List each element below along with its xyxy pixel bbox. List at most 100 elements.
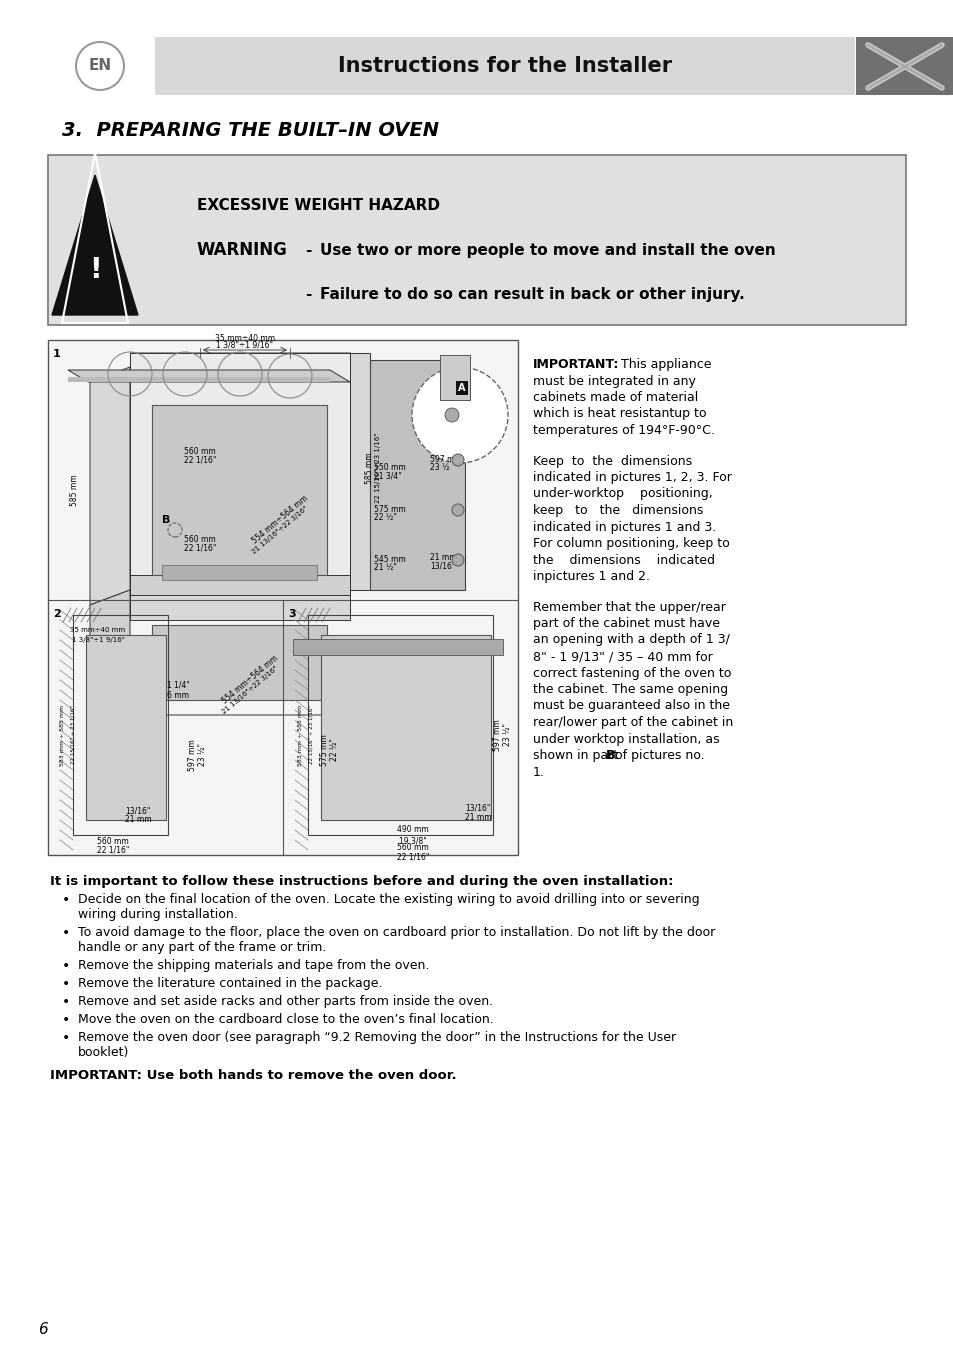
- Text: 1: 1: [53, 350, 61, 359]
- Text: 575 mm: 575 mm: [320, 734, 329, 765]
- Text: keep   to   the   dimensions: keep to the dimensions: [533, 504, 702, 517]
- Text: 1 3/8"÷1 9/16": 1 3/8"÷1 9/16": [216, 342, 274, 350]
- Text: •: •: [62, 926, 71, 940]
- Bar: [350, 352, 370, 590]
- Polygon shape: [90, 367, 130, 605]
- Text: !: !: [89, 256, 101, 284]
- Text: 22 15/16" ÷ 23 1/16": 22 15/16" ÷ 23 1/16": [71, 706, 75, 764]
- Bar: [293, 639, 502, 655]
- Text: 585 mm: 585 mm: [365, 452, 374, 483]
- Bar: [154, 36, 854, 95]
- Text: •: •: [62, 892, 71, 907]
- Text: •: •: [62, 1031, 71, 1045]
- Text: Remove the oven door (see paragraph “9.2 Removing the door” in the Instructions : Remove the oven door (see paragraph “9.2…: [78, 1031, 676, 1044]
- Text: 13/16": 13/16": [430, 562, 455, 571]
- Text: 583 mm ÷ 585 mm: 583 mm ÷ 585 mm: [60, 705, 66, 765]
- Bar: [48, 155, 905, 325]
- Text: Remove the literature contained in the package.: Remove the literature contained in the p…: [78, 977, 382, 990]
- Bar: [855, 36, 953, 95]
- Text: 6 mm: 6 mm: [167, 690, 189, 699]
- Bar: [130, 575, 350, 595]
- Text: 3: 3: [288, 609, 295, 620]
- Text: 21 13/16"÷22 3/16": 21 13/16"÷22 3/16": [221, 666, 278, 716]
- Text: 22 15/16" ÷ 23 1/16": 22 15/16" ÷ 23 1/16": [308, 706, 314, 764]
- Polygon shape: [68, 377, 330, 382]
- Text: indicated in pictures 1 and 3.: indicated in pictures 1 and 3.: [533, 521, 716, 533]
- Circle shape: [444, 408, 458, 423]
- Text: shown in part: shown in part: [533, 749, 621, 761]
- Text: IMPORTANT:: IMPORTANT:: [533, 358, 618, 371]
- Text: 21 mm: 21 mm: [430, 554, 456, 563]
- Circle shape: [412, 367, 507, 463]
- Polygon shape: [52, 176, 138, 315]
- Text: inpictures 1 and 2.: inpictures 1 and 2.: [533, 570, 649, 583]
- Bar: [152, 405, 327, 575]
- Text: 490 mm: 490 mm: [396, 825, 429, 834]
- Text: part of the cabinet must have: part of the cabinet must have: [533, 617, 720, 630]
- Text: EXCESSIVE WEIGHT HAZARD: EXCESSIVE WEIGHT HAZARD: [196, 197, 439, 212]
- Text: 545 mm: 545 mm: [374, 555, 405, 564]
- Text: 23 ½": 23 ½": [503, 724, 512, 747]
- Text: Keep  to  the  dimensions: Keep to the dimensions: [533, 455, 691, 467]
- Text: 22 1/16": 22 1/16": [184, 455, 216, 464]
- Text: under-worktop    positioning,: under-worktop positioning,: [533, 487, 712, 501]
- Text: 8" - 1 9/13" / 35 – 40 mm for: 8" - 1 9/13" / 35 – 40 mm for: [533, 649, 712, 663]
- Text: 13/16": 13/16": [465, 803, 490, 813]
- Text: Instructions for the Installer: Instructions for the Installer: [337, 55, 671, 76]
- Text: 21 3/4": 21 3/4": [374, 471, 401, 481]
- Text: wiring during installation.: wiring during installation.: [78, 909, 237, 921]
- Bar: [370, 360, 464, 590]
- Text: 23 ½": 23 ½": [198, 744, 208, 767]
- Text: an opening with a depth of 1 3/: an opening with a depth of 1 3/: [533, 633, 729, 647]
- Text: 560 mm: 560 mm: [184, 536, 215, 544]
- Text: 21 mm: 21 mm: [464, 813, 491, 822]
- Text: Remove and set aside racks and other parts from inside the oven.: Remove and set aside racks and other par…: [78, 995, 493, 1008]
- Text: 575 mm: 575 mm: [374, 505, 405, 514]
- Text: 35 mm÷40 mm: 35 mm÷40 mm: [71, 626, 126, 633]
- Text: 22 ½": 22 ½": [330, 738, 339, 761]
- Bar: [152, 625, 327, 701]
- Text: 560 mm: 560 mm: [97, 837, 129, 845]
- Text: cabinets made of material: cabinets made of material: [533, 392, 698, 404]
- Text: 597 mm: 597 mm: [189, 740, 197, 771]
- Polygon shape: [130, 352, 370, 367]
- Text: must be integrated in any: must be integrated in any: [533, 374, 695, 387]
- Circle shape: [452, 454, 463, 466]
- Text: 554 mm÷564 mm: 554 mm÷564 mm: [220, 655, 279, 706]
- Text: 560 mm: 560 mm: [184, 447, 215, 456]
- Text: the cabinet. The same opening: the cabinet. The same opening: [533, 683, 727, 697]
- Text: Use two or more people to move and install the oven: Use two or more people to move and insta…: [319, 243, 775, 258]
- Text: 35 mm÷40 mm: 35 mm÷40 mm: [214, 333, 274, 343]
- Polygon shape: [350, 352, 370, 590]
- Text: 21 mm: 21 mm: [125, 815, 152, 825]
- Text: •: •: [62, 958, 71, 973]
- Text: EN: EN: [89, 58, 112, 73]
- Text: temperatures of 194°F-90°C.: temperatures of 194°F-90°C.: [533, 424, 714, 437]
- Text: •: •: [62, 995, 71, 1008]
- Text: Remove the shipping materials and tape from the oven.: Remove the shipping materials and tape f…: [78, 958, 429, 972]
- Text: -: -: [305, 288, 311, 302]
- Text: 550 mm: 550 mm: [374, 463, 405, 472]
- Text: rear/lower part of the cabinet in: rear/lower part of the cabinet in: [533, 716, 733, 729]
- Text: of pictures no.: of pictures no.: [610, 749, 704, 761]
- Bar: [86, 634, 166, 819]
- Text: 597 mm: 597 mm: [493, 720, 502, 751]
- Text: 585 mm: 585 mm: [71, 474, 79, 506]
- Text: IMPORTANT: Use both hands to remove the oven door.: IMPORTANT: Use both hands to remove the …: [50, 1069, 456, 1081]
- Text: 554 mm÷564 mm: 554 mm÷564 mm: [250, 494, 310, 545]
- Text: •: •: [62, 1012, 71, 1027]
- Polygon shape: [68, 370, 350, 382]
- Text: 583 mm ÷ 585 mm: 583 mm ÷ 585 mm: [298, 705, 303, 765]
- Text: Remember that the upper/rear: Remember that the upper/rear: [533, 601, 725, 613]
- Text: 1.: 1.: [533, 765, 544, 779]
- Text: 1 3/8"÷1 9/16": 1 3/8"÷1 9/16": [71, 637, 124, 643]
- Text: the    dimensions    indicated: the dimensions indicated: [533, 554, 714, 567]
- Bar: [130, 352, 350, 590]
- Text: 21 ½": 21 ½": [374, 563, 396, 572]
- Text: handle or any part of the frame or trim.: handle or any part of the frame or trim.: [78, 941, 326, 954]
- Text: which is heat resistantup to: which is heat resistantup to: [533, 408, 706, 420]
- Text: 2: 2: [53, 609, 61, 620]
- Text: booklet): booklet): [78, 1046, 130, 1058]
- Text: For column positioning, keep to: For column positioning, keep to: [533, 537, 729, 549]
- Text: •: •: [62, 977, 71, 991]
